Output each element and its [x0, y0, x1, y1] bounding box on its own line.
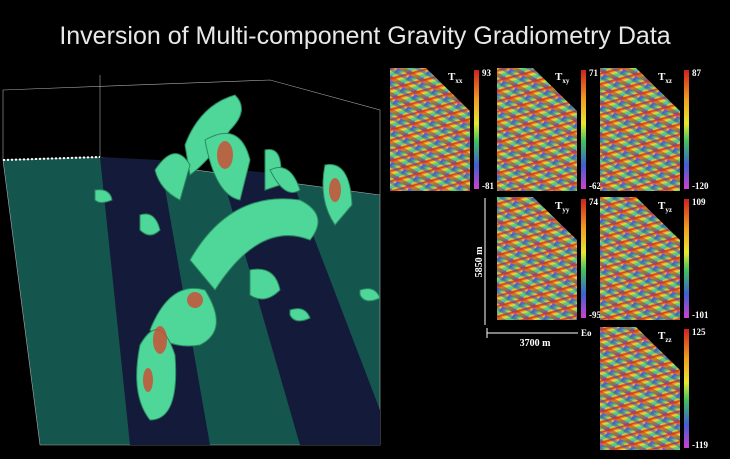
colorbar: [684, 199, 689, 318]
colorbar: [684, 70, 689, 189]
panel-label-sub: yz: [665, 206, 672, 214]
panel-label-sub: zz: [665, 336, 671, 344]
colorbar-max: 87: [692, 68, 702, 78]
axis-annotations: [484, 198, 578, 338]
panel-label: Tyy: [555, 200, 570, 214]
panel-label-sub: xy: [562, 77, 570, 85]
map-corner: [533, 68, 577, 112]
panel-label-sub: yy: [562, 206, 570, 214]
map-panel: Tyz 109 -101: [600, 197, 709, 320]
colorbar: [684, 329, 689, 448]
panel-label: Txz: [658, 71, 672, 85]
colorbar: [474, 70, 479, 189]
colorbar: [581, 199, 586, 318]
map-panel: Txx 93 -81: [390, 68, 494, 191]
panel-label: Tyz: [658, 200, 672, 214]
3d-model: [2, 75, 381, 446]
east-label: Eo: [581, 328, 592, 338]
map-corner: [426, 68, 470, 112]
title: Inversion of Multi-component Gravity Gra…: [59, 22, 670, 50]
map-panel: Tyy 74 -95: [497, 197, 601, 320]
panel-label-base: T: [658, 71, 666, 83]
panel-label-base: T: [448, 71, 456, 83]
map-panel: Txy 71 -62: [497, 68, 601, 191]
panel-label: Tzz: [658, 330, 672, 344]
panel-label-sub: xx: [455, 77, 463, 85]
colorbar-min: -101: [692, 310, 709, 320]
colorbar-min: -120: [692, 181, 709, 191]
colorbar-min: -81: [482, 181, 494, 191]
panel-label: Txy: [555, 71, 570, 85]
map-corner: [636, 197, 680, 241]
vertical-scale-label: 5850 m: [474, 246, 485, 278]
panel-label-base: T: [658, 330, 666, 342]
map-corner: [636, 327, 680, 371]
colorbar-max: 93: [482, 68, 492, 78]
colorbar-min: -62: [589, 181, 601, 191]
panel-label-base: T: [555, 71, 563, 83]
panel-label-sub: xz: [665, 77, 672, 85]
map-panel: Txz 87 -120: [600, 68, 709, 191]
colorbar-min: -119: [692, 440, 709, 450]
panel-label-base: T: [555, 200, 563, 212]
map-corner: [636, 68, 680, 112]
colorbar-max: 125: [692, 327, 706, 337]
map-corner: [533, 197, 577, 241]
panel-label-base: T: [658, 200, 666, 212]
colorbar-min: -95: [589, 310, 601, 320]
colorbar: [581, 70, 586, 189]
horizontal-scale-label: 3700 m: [520, 338, 552, 349]
colorbar-max: 71: [589, 68, 599, 78]
colorbar-max: 74: [589, 197, 599, 207]
panel-label: Txx: [448, 71, 463, 85]
colorbar-max: 109: [692, 197, 706, 207]
map-panel: Tzz 125 -119: [600, 327, 709, 450]
